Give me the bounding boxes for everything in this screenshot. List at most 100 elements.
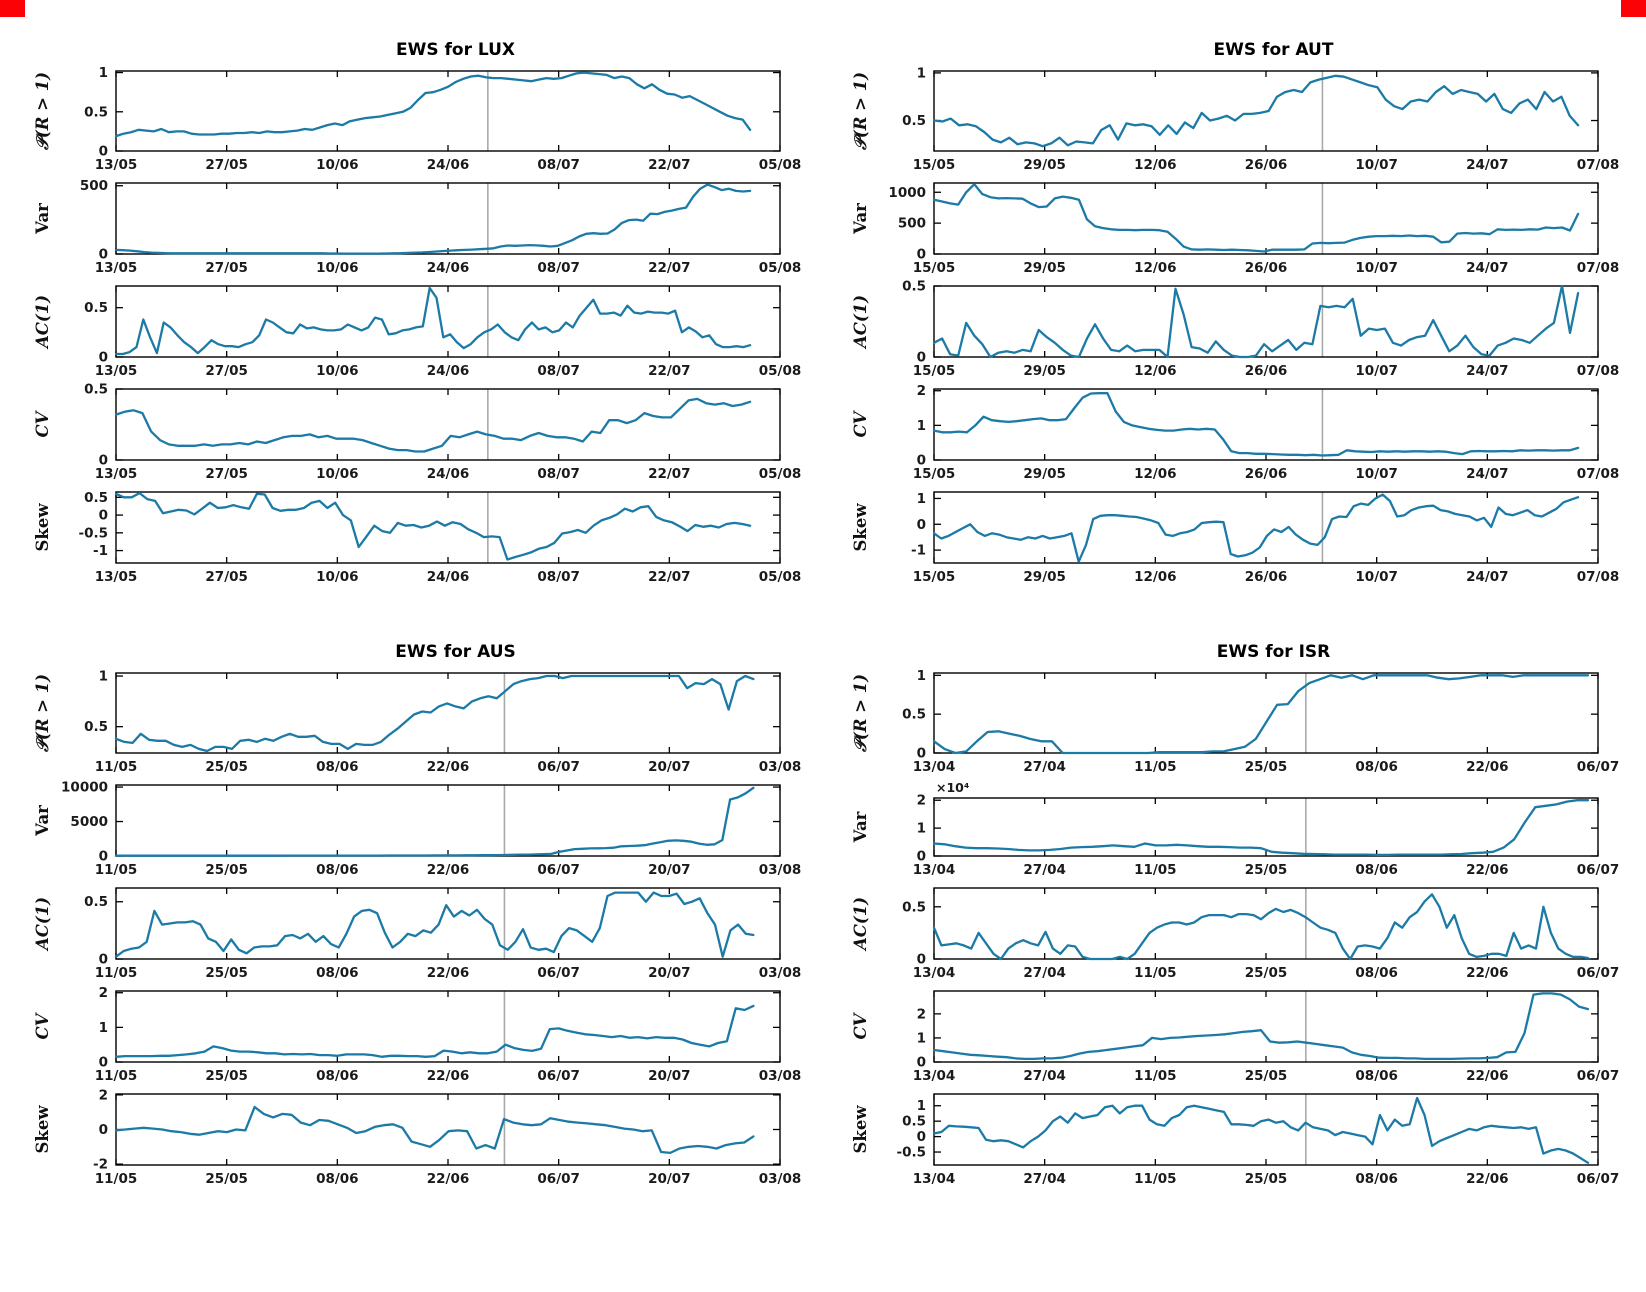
subplot-skew: 13/04 27/04 11/05 25/05 08/06 22/06 06/07 10.50… <box>851 1093 1620 1187</box>
x-tick-label: 07/08 <box>1577 466 1620 482</box>
x-tick-label: 08/06 <box>1355 759 1398 775</box>
x-tick-label: 22/07 <box>648 569 691 585</box>
x-tick-label: 07/08 <box>1577 157 1620 173</box>
series-line <box>114 1105 755 1155</box>
y-tick-label: 2 <box>917 793 926 809</box>
x-tick-label: 10/07 <box>1355 569 1398 585</box>
x-tick-label: 10/06 <box>316 157 359 173</box>
x-tick-label: 25/05 <box>1245 965 1288 981</box>
x-tick-label: 08/06 <box>316 965 359 981</box>
x-tick-label: 29/05 <box>1023 569 1066 585</box>
subplot-ac1: 15/05 29/05 12/06 26/06 10/07 24/07 07/08 0 0.5 A… <box>851 279 1619 379</box>
y-tick-label: 0 <box>917 952 926 968</box>
x-tick-label: 15/05 <box>913 466 956 482</box>
y-tick-label: 0 <box>99 1122 108 1138</box>
y-tick-label: 0 <box>917 350 926 366</box>
x-tick-label: 22/07 <box>648 363 691 379</box>
y-tick-label: 0 <box>917 453 926 469</box>
panel-title: EWS for ISR <box>1216 642 1331 662</box>
axes-box <box>933 990 1599 1063</box>
x-tick-label: 08/07 <box>537 157 580 173</box>
x-tick-label: 13/05 <box>95 466 138 482</box>
x-tick-label: 06/07 <box>1577 1171 1620 1187</box>
y-tick-label: 2 <box>99 1087 108 1103</box>
x-tick-label: 12/06 <box>1134 466 1177 482</box>
x-tick-label: 22/06 <box>1466 862 1509 878</box>
axes-box <box>933 797 1599 857</box>
y-tick-label: 500 <box>898 216 926 232</box>
y-tick-label: 2 <box>917 1006 926 1022</box>
y-tick-label: 1 <box>917 65 926 81</box>
series-line <box>932 74 1580 148</box>
x-tick-label: 03/08 <box>759 1068 802 1084</box>
y-tick-label: 0.5 <box>902 113 926 129</box>
x-tick-label: 26/06 <box>1245 363 1288 379</box>
y-tick-label: 0 <box>99 144 108 160</box>
x-tick-label: 13/04 <box>913 759 956 775</box>
y-tick-label: -0.5 <box>896 1145 926 1161</box>
subplot-var: 13/04 27/04 11/05 25/05 08/06 22/06 06/07 0 1 2 ×1… <box>851 780 1619 878</box>
y-tick-label: 0.5 <box>902 899 926 915</box>
x-tick-label: 08/07 <box>537 260 580 276</box>
axes-box <box>933 388 1599 461</box>
y-axis-label: 𝒫(R > 1) <box>33 674 52 753</box>
y-axis-label: Var <box>33 805 52 837</box>
subplot-var: 11/05 25/05 08/06 22/06 06/07 20/07 03/08 0 5000… <box>33 780 801 878</box>
y-tick-label: 1 <box>99 669 108 685</box>
y-axis-label: AC(1) <box>851 295 870 350</box>
x-tick-label: 20/07 <box>648 759 691 775</box>
y-tick-label: 0.5 <box>84 382 108 398</box>
y-tick-label: 0 <box>917 849 926 865</box>
panel-lux: EWS for LUX 13/05 27/05 10/06 24/06 08/07 22/0… <box>18 38 808 588</box>
x-tick-label: 15/05 <box>913 157 956 173</box>
y-tick-label: 0.5 <box>84 490 108 506</box>
x-tick-label: 08/06 <box>1355 1068 1398 1084</box>
x-tick-label: 11/05 <box>1134 965 1177 981</box>
x-tick-label: 13/04 <box>913 965 956 981</box>
x-tick-label: 25/05 <box>1245 1068 1288 1084</box>
panel-isr: EWS for ISR 13/04 27/04 11/05 25/05 08/06 22/0… <box>836 640 1626 1190</box>
x-tick-label: 22/06 <box>1466 1068 1509 1084</box>
x-tick-label: 22/07 <box>648 157 691 173</box>
series-line <box>932 893 1590 961</box>
axes-box <box>933 491 1599 564</box>
x-tick-label: 11/05 <box>95 759 138 775</box>
x-tick-label: 27/05 <box>205 466 248 482</box>
subplot-cv: 15/05 29/05 12/06 26/06 10/07 24/07 07/08 0 1 2 CV <box>851 383 1620 482</box>
x-tick-label: 13/04 <box>913 1068 956 1084</box>
subplot-ac1: 13/05 27/05 10/06 24/06 08/07 22/07 05/08 0 0.5 A… <box>33 285 801 379</box>
x-tick-label: 06/07 <box>1577 1068 1620 1084</box>
series-line <box>114 183 752 255</box>
x-tick-label: 22/07 <box>648 260 691 276</box>
series-line <box>114 674 755 753</box>
x-tick-label: 24/07 <box>1466 466 1509 482</box>
x-tick-label: 24/06 <box>427 260 470 276</box>
x-tick-label: 24/06 <box>427 363 470 379</box>
y-axis-label: 𝒫(R > 1) <box>851 72 870 151</box>
x-tick-label: 26/06 <box>1245 569 1288 585</box>
x-tick-label: 29/05 <box>1023 260 1066 276</box>
series-line <box>114 1004 755 1058</box>
y-tick-label: 0 <box>917 247 926 263</box>
series-line <box>932 493 1580 563</box>
x-tick-label: 22/07 <box>648 466 691 482</box>
x-tick-label: 11/05 <box>95 1068 138 1084</box>
x-tick-label: 05/08 <box>759 157 802 173</box>
axes-box <box>115 388 781 461</box>
x-tick-label: 24/07 <box>1466 569 1509 585</box>
panel-aut: EWS for AUT 15/05 29/05 12/06 26/06 10/07 24/0… <box>836 38 1626 588</box>
x-tick-label: 13/05 <box>95 569 138 585</box>
x-tick-label: 08/07 <box>537 466 580 482</box>
x-tick-label: 10/06 <box>316 569 359 585</box>
x-tick-label: 13/05 <box>95 363 138 379</box>
x-tick-label: 06/07 <box>537 965 580 981</box>
y-tick-label: 5000 <box>70 814 108 830</box>
subplot-skew: 15/05 29/05 12/06 26/06 10/07 24/07 07/08 1 0 -1 S… <box>851 491 1619 585</box>
y-axis-label: Skew <box>851 1105 870 1154</box>
corner-artifact-right <box>1621 0 1646 17</box>
x-tick-label: 08/06 <box>1355 965 1398 981</box>
axes-box <box>115 182 781 255</box>
series-line <box>114 491 752 561</box>
x-tick-label: 10/07 <box>1355 466 1398 482</box>
subplot-cv: 13/04 27/04 11/05 25/05 08/06 22/06 06/07 0 1 2 CV <box>851 990 1620 1084</box>
